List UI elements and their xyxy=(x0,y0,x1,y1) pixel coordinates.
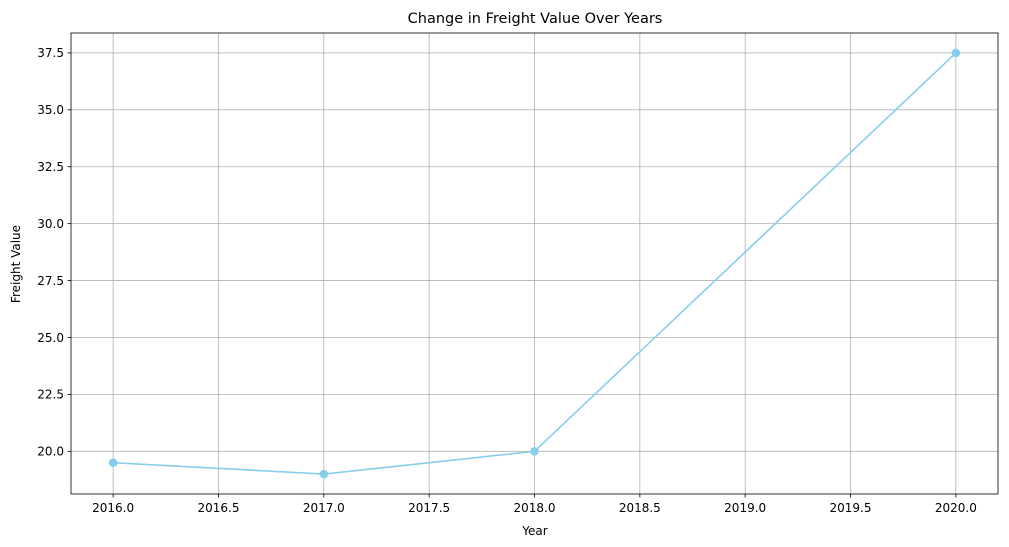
plot-area-frame xyxy=(70,32,999,495)
x-tick-label: 2017.5 xyxy=(408,501,450,515)
x-tick-label: 2016.0 xyxy=(92,501,134,515)
y-tick-label: 27.5 xyxy=(37,274,64,288)
x-tick-label: 2018.0 xyxy=(514,501,556,515)
series-line xyxy=(113,52,957,475)
y-axis-ticks: 20.0 22.5 25.0 27.5 30.0 32.5 35.0 37.5 xyxy=(37,46,71,459)
x-axis-label: Year xyxy=(521,524,547,538)
y-tick-label: 25.0 xyxy=(37,331,64,345)
chart-title: Change in Freight Value Over Years xyxy=(408,11,663,27)
x-tick-label: 2016.5 xyxy=(197,501,239,515)
x-tick-label: 2019.5 xyxy=(830,501,872,515)
y-axis-label: Freight Value xyxy=(9,225,23,303)
y-tick-label: 22.5 xyxy=(37,388,64,402)
data-point xyxy=(108,458,118,467)
x-tick-label: 2019.0 xyxy=(724,501,766,515)
y-tick-label: 35.0 xyxy=(37,103,64,117)
x-tick-label: 2017.0 xyxy=(303,501,345,515)
y-tick-label: 37.5 xyxy=(37,46,64,60)
y-tick-label: 20.0 xyxy=(37,445,64,459)
x-axis-ticks: 2016.0 2016.5 2017.0 2017.5 2018.0 2018.5 2019… xyxy=(92,494,977,515)
x-tick-label: 2018.5 xyxy=(619,501,661,515)
data-point xyxy=(530,447,539,456)
y-tick-label: 32.5 xyxy=(37,160,64,174)
x-tick-label: 2020.0 xyxy=(935,501,977,515)
data-point xyxy=(319,469,329,479)
data-point xyxy=(951,48,961,58)
data-series xyxy=(108,48,961,479)
y-tick-label: 30.0 xyxy=(37,217,64,231)
